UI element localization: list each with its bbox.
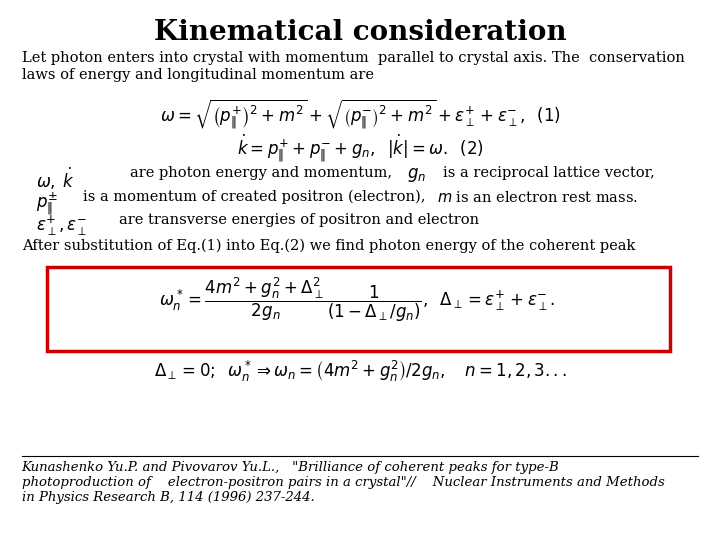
Text: Kinematical consideration: Kinematical consideration bbox=[153, 19, 567, 46]
Text: $\omega = \sqrt{\left(p_{\|}^{+}\right)^2 + m^2} + \sqrt{\left(p_{\|}^{-}\right): $\omega = \sqrt{\left(p_{\|}^{+}\right)^… bbox=[160, 97, 560, 131]
Text: After substitution of Eq.(1) into Eq.(2) we find photon energy of the coherent p: After substitution of Eq.(1) into Eq.(2)… bbox=[22, 239, 635, 253]
Text: are transverse energies of positron and electron: are transverse energies of positron and … bbox=[119, 213, 479, 227]
Text: are photon energy and momentum,: are photon energy and momentum, bbox=[130, 166, 392, 180]
Text: is a momentum of created positron (electron),: is a momentum of created positron (elect… bbox=[83, 190, 426, 205]
Text: $m$ is an electron rest mass.: $m$ is an electron rest mass. bbox=[437, 190, 638, 205]
Text: is a reciprocal lattice vector,: is a reciprocal lattice vector, bbox=[443, 166, 654, 180]
Text: Kunashenko Yu.P. and Pivovarov Yu.L.,   "Brilliance of coherent peaks for type-B: Kunashenko Yu.P. and Pivovarov Yu.L., "B… bbox=[22, 461, 665, 504]
Text: $\Delta_{\perp} = 0; \;\; \omega_n^* \Rightarrow \omega_n = \left(4m^2 + g_n^2\r: $\Delta_{\perp} = 0; \;\; \omega_n^* \Ri… bbox=[153, 359, 567, 384]
Text: $g_n$: $g_n$ bbox=[407, 166, 426, 184]
FancyBboxPatch shape bbox=[47, 267, 670, 351]
Text: $\dot{k} = p_{\|}^{+} + p_{\|}^{-} + g_n, \;\; |\dot{k}| = \omega. \;\; (2)$: $\dot{k} = p_{\|}^{+} + p_{\|}^{-} + g_n… bbox=[237, 132, 483, 164]
Text: $p_{\|}^{\pm}$: $p_{\|}^{\pm}$ bbox=[36, 190, 58, 217]
Text: $\omega, \; \dot{k}$: $\omega, \; \dot{k}$ bbox=[36, 166, 75, 192]
Text: $\omega_n^* = \dfrac{4m^2 + g_n^2 + \Delta_{\perp}^2}{2g_n} \dfrac{1}{\left(1 - : $\omega_n^* = \dfrac{4m^2 + g_n^2 + \Del… bbox=[158, 275, 554, 323]
Text: Let photon enters into crystal with momentum  parallel to crystal axis. The  con: Let photon enters into crystal with mome… bbox=[22, 51, 685, 82]
Text: $\varepsilon_{\perp}^{+}, \varepsilon_{\perp}^{-}$: $\varepsilon_{\perp}^{+}, \varepsilon_{\… bbox=[36, 213, 87, 238]
